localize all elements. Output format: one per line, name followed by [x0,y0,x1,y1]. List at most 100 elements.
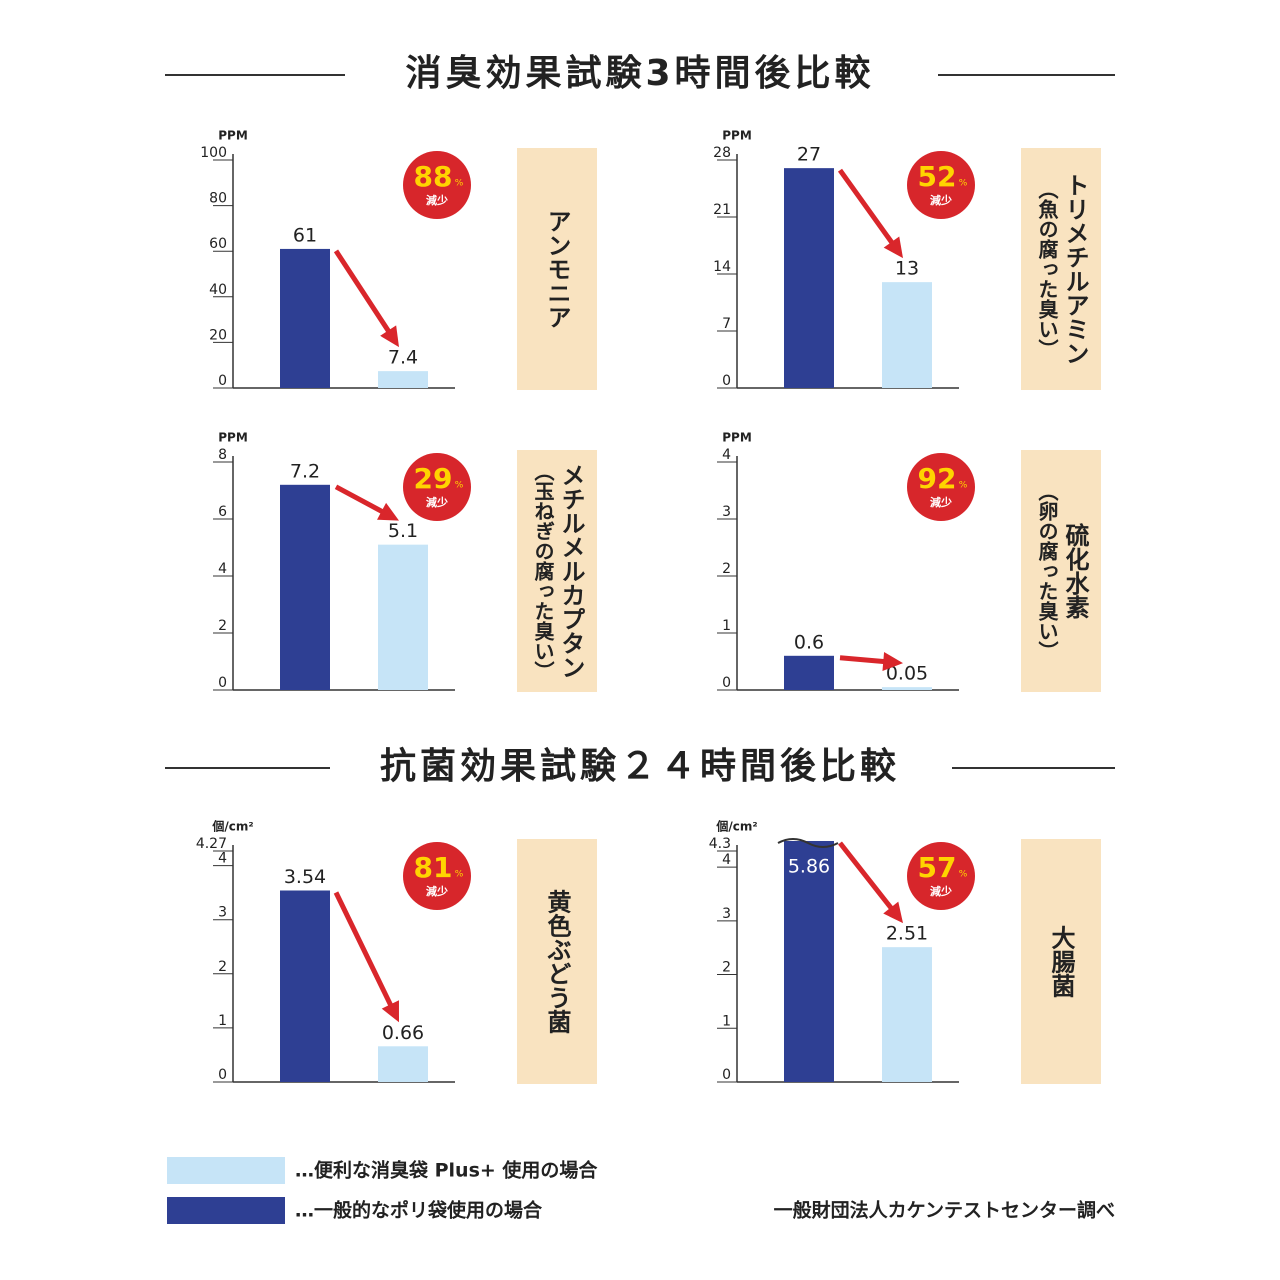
arrow-head [380,325,399,348]
y-tick-label: 2 [722,561,731,577]
arrow-shaft [333,249,393,336]
y-tick-label: 100 [200,145,227,161]
y-tick-label: 0 [722,373,731,389]
badge-unit: % [959,870,968,880]
value-label: 5.86 [788,856,830,878]
y-tick-label: 4 [218,561,227,577]
label-box [517,148,597,390]
y-tick-label: 4.3 [709,836,731,852]
label-box [517,450,597,692]
arrow-shaft [838,841,896,913]
y-unit: 個/cm² [715,819,757,834]
y-tick-label: 28 [713,145,731,161]
chart-sublabel: （玉ねぎの腐った臭い） [531,461,555,681]
badge-value: 57 [918,851,957,884]
value-label: 5.1 [388,520,418,542]
badge-unit: % [959,179,968,189]
chart-label: メチルメルカプタン [557,463,585,679]
label-box [1021,450,1101,692]
y-unit: PPM [722,431,752,445]
bar [784,168,834,388]
y-tick-label: 1 [218,1013,227,1029]
bar [784,655,834,690]
badge [403,842,471,910]
label-box [1021,839,1101,1084]
bar [378,1046,428,1082]
arrow-head [381,1000,399,1023]
value-label: 2.51 [886,923,928,945]
y-tick-label: 2 [218,618,227,634]
value-label: 61 [293,224,317,246]
y-tick-label: 80 [209,191,227,207]
badge-text: 減少 [426,884,448,898]
arrow-head [883,901,903,924]
break-mark [777,838,839,848]
chart-label: トリメチルアミン [1061,173,1089,365]
value-label: 7.2 [290,460,320,482]
y-tick-label: 7 [722,316,731,332]
y-tick-label: 3 [218,905,227,921]
value-label: 0.05 [886,663,928,685]
arrow-shaft [333,891,395,1010]
y-tick-label: 2 [218,959,227,975]
badge-unit: % [455,179,464,189]
badge-text: 減少 [426,495,448,509]
y-tick-label: 3 [722,906,731,922]
badge-text: 減少 [930,884,952,898]
badge-text: 減少 [426,193,448,207]
legend-label: …便利な消臭袋 Plus+ 使用の場合 [295,1159,598,1182]
value-label: 3.54 [284,866,326,888]
badge-value: 88 [414,160,453,193]
y-tick-label: 0 [218,675,227,691]
badge-text: 減少 [930,495,952,509]
y-tick-label: 0 [218,373,227,389]
y-tick-label: 40 [209,282,227,298]
bar [882,282,932,388]
y-tick-label: 14 [713,259,731,275]
badge [907,842,975,910]
y-unit: 個/cm² [211,819,253,834]
y-tick-label: 6 [218,504,227,520]
value-label: 7.4 [388,347,418,369]
badge [403,453,471,521]
badge-text: 減少 [930,193,952,207]
bar [882,947,932,1082]
y-tick-label: 4.27 [196,836,227,852]
badge-unit: % [455,870,464,880]
value-label: 13 [895,258,919,280]
arrow-head [377,502,399,521]
y-tick-label: 0 [722,1067,731,1083]
legend-label: …一般的なポリ袋使用の場合 [295,1199,543,1222]
badge-unit: % [959,481,968,491]
badge [907,453,975,521]
badge-value: 81 [414,851,453,884]
y-unit: PPM [218,431,248,445]
y-unit: PPM [218,129,248,143]
bar [784,841,834,1082]
legend-swatch [167,1157,285,1184]
bar [378,544,428,690]
chart-label: 硫化水素 [1061,522,1089,620]
chart-label: 大腸菌 [1047,926,1075,998]
y-tick-label: 4 [722,447,731,463]
badge [907,151,975,219]
badge-value: 92 [918,462,957,495]
value-label: 27 [797,144,821,166]
y-tick-label: 2 [722,960,731,976]
y-tick-label: 3 [722,504,731,520]
y-tick-label: 20 [209,327,227,343]
y-unit: PPM [722,129,752,143]
bar [882,687,932,690]
y-tick-label: 0 [722,675,731,691]
chart-label: 黄色ぶどう菌 [543,890,571,1034]
badge [403,151,471,219]
chart-sublabel: （卵の腐った臭い） [1035,481,1059,661]
arrow-shaft [334,484,387,516]
label-box [1021,148,1101,390]
badge-value: 52 [918,160,957,193]
y-tick-label: 21 [713,202,731,218]
chart-label: アンモニア [543,209,571,329]
y-tick-label: 4 [722,852,731,868]
